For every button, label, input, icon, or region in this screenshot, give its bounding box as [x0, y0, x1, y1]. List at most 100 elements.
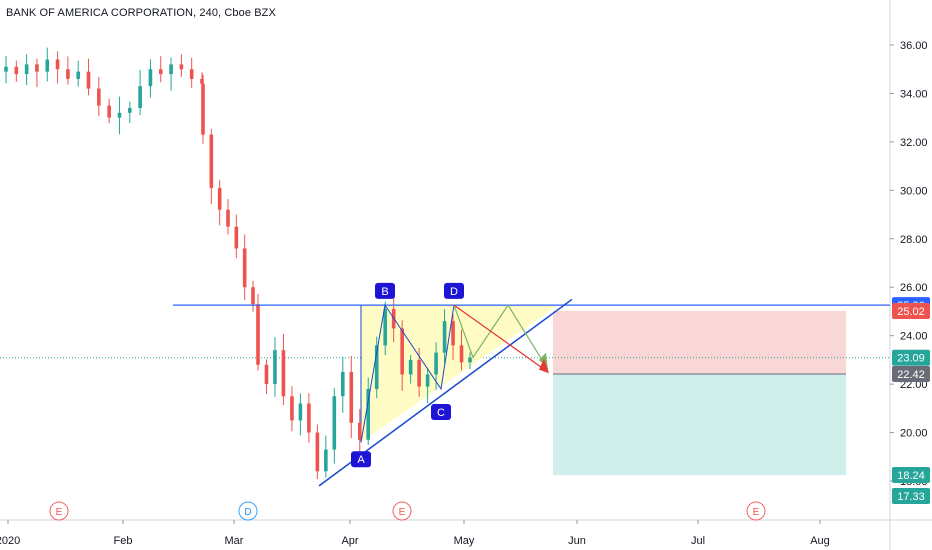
x-tick-label: May [454, 535, 475, 547]
candle-body [374, 345, 379, 389]
pattern-label-text: B [381, 286, 388, 298]
price-tag-label: 23.09 [897, 353, 925, 365]
price-tag [892, 365, 930, 382]
candle-body [357, 422, 362, 440]
y-tick-label: 20.00 [900, 428, 928, 440]
candle-body [383, 309, 387, 346]
candle-body [315, 432, 320, 472]
candle-body [264, 364, 269, 385]
x-tick-label: Mar [225, 535, 244, 547]
candle-body [66, 69, 70, 79]
candle-body [14, 66, 19, 75]
candle-body [307, 403, 311, 433]
candle-body [341, 372, 345, 397]
candle-body [107, 105, 111, 118]
candle-body [408, 359, 413, 375]
candle-body [425, 374, 430, 387]
candle-body [209, 134, 214, 188]
candle-body [55, 59, 60, 70]
breakdown-arrow [453, 304, 549, 373]
candle-body [273, 350, 277, 385]
event-marker-label: E [753, 507, 760, 518]
candle-body [256, 304, 260, 365]
y-tick-label: 24.00 [900, 331, 928, 343]
candle-body [226, 209, 230, 227]
candle-body [251, 287, 255, 305]
candle-body [442, 321, 447, 353]
price-tag-label: 18.24 [897, 470, 925, 482]
price-tag-label: 25.02 [897, 306, 925, 318]
candles-group [4, 47, 472, 480]
x-tick-label: Jul [691, 535, 705, 547]
y-tick-label: 30.00 [900, 185, 928, 197]
event-marker-e [392, 501, 412, 521]
candle-body [434, 352, 438, 375]
pattern-label-text: A [357, 454, 365, 466]
candle-body [86, 71, 91, 89]
y-tick-label: 22.00 [900, 379, 928, 391]
abcd-zigzag [360, 303, 455, 443]
candle-body [366, 388, 371, 440]
pattern-label-c [431, 403, 451, 420]
price-tag [892, 302, 930, 319]
candle-body [201, 83, 205, 135]
candle-body [76, 71, 81, 79]
candle-body [45, 59, 50, 72]
x-tick-label: Apr [341, 535, 358, 547]
y-tick-label: 28.00 [900, 234, 928, 246]
candle-body [24, 64, 29, 75]
price-tag-label: 17.33 [897, 491, 925, 503]
breakdown-arrowhead [539, 358, 549, 374]
candle-body [35, 64, 39, 72]
price-tag [892, 467, 930, 483]
candle-body [97, 88, 101, 106]
profit-target-zone [553, 373, 846, 476]
candle-body [281, 350, 286, 397]
triangle-pattern-fill [361, 305, 558, 443]
candle-body [298, 403, 303, 421]
pattern-label-d [444, 282, 464, 299]
candle-body [234, 226, 239, 249]
candle-body [400, 328, 404, 375]
pattern-label-text: D [450, 286, 458, 298]
candle-body [332, 396, 337, 450]
candle-body [169, 64, 173, 75]
candle-body [138, 86, 142, 108]
event-marker-e [746, 501, 766, 521]
candle-body [349, 372, 354, 423]
x-tick-label: Feb [114, 535, 133, 547]
pattern-label-text: C [437, 407, 445, 419]
candle-body [417, 359, 421, 387]
candle-body [148, 69, 153, 87]
y-tick-label: 34.00 [900, 88, 928, 100]
candle-body [158, 69, 163, 75]
candle-body [179, 64, 184, 70]
candle-body [459, 345, 464, 363]
candle-body [290, 396, 294, 421]
event-marker-d [238, 501, 258, 521]
price-tag [892, 488, 930, 504]
candle-body [242, 248, 247, 288]
event-marker-label: E [56, 507, 63, 518]
event-marker-label: E [399, 507, 406, 518]
candle-body [4, 66, 8, 72]
event-marker-label: D [244, 507, 251, 518]
candle-body [217, 187, 222, 210]
candle-body [324, 449, 328, 472]
x-tick-label: Aug [810, 535, 830, 547]
candle-body [200, 78, 204, 84]
price-tag-label: 22.42 [897, 369, 925, 381]
candle-body [127, 107, 132, 113]
pattern-label-a [351, 451, 371, 468]
chart-title: BANK OF AMERICA CORPORATION, 240, Cboe B… [6, 7, 276, 19]
candle-body [451, 321, 455, 346]
stop-loss-zone [553, 310, 846, 374]
y-tick-label: 36.00 [900, 40, 928, 52]
event-marker-e [49, 501, 69, 521]
y-tick-label: 26.00 [900, 282, 928, 294]
y-tick-label: 32.00 [900, 137, 928, 149]
price-tag [892, 349, 930, 366]
x-tick-label: 2020 [0, 535, 20, 547]
